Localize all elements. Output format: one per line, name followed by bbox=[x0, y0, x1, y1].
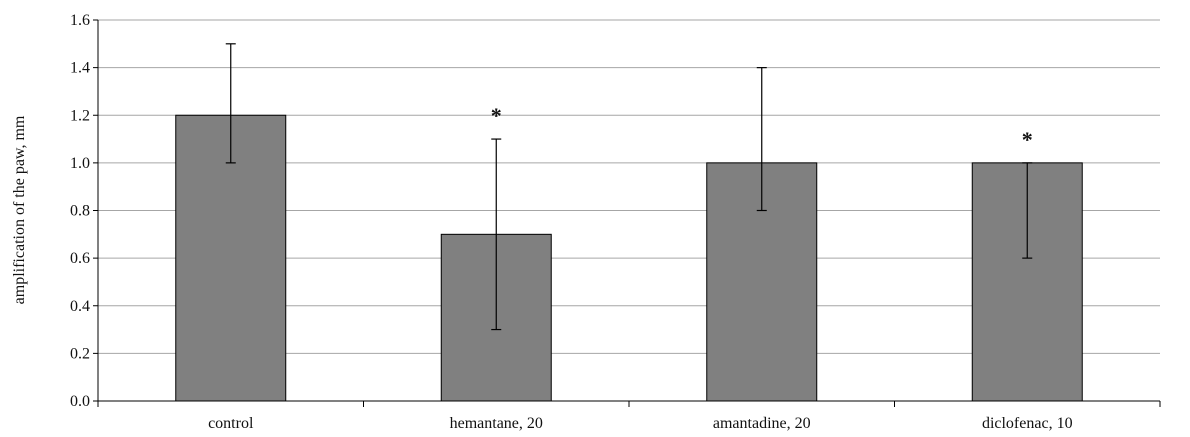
y-tick-label: 1.6 bbox=[70, 12, 90, 29]
x-tick-label: diclofenac, 10 bbox=[982, 415, 1073, 432]
error-bars bbox=[225, 43, 1033, 331]
bar-3 bbox=[971, 162, 1083, 402]
x-tick-label: amantadine, 20 bbox=[713, 415, 811, 432]
x-tick-label: control bbox=[208, 415, 254, 432]
y-tick-label: 0.8 bbox=[70, 203, 90, 220]
y-axis-title: amplification of the paw, mm bbox=[11, 115, 28, 304]
significance-mark-3: * bbox=[1022, 127, 1033, 152]
significance-mark-1: * bbox=[491, 103, 502, 128]
significance-marks: ** bbox=[491, 103, 1033, 152]
y-tick-label: 1.2 bbox=[70, 107, 90, 124]
x-tick-label: hemantane, 20 bbox=[450, 415, 543, 432]
y-tick-label: 0.4 bbox=[70, 298, 90, 315]
tick-labels: 0.0 0.2 0.4 0.6 0.8 1.0 1.2 1.4 1.6 control hemant… bbox=[70, 12, 1073, 432]
axes bbox=[93, 19, 1161, 407]
y-tick-label: 0.6 bbox=[70, 250, 90, 267]
y-tick-label: 1.0 bbox=[70, 155, 90, 172]
y-tick-label: 0.2 bbox=[70, 345, 90, 362]
y-tick-label: 1.4 bbox=[70, 60, 90, 77]
y-tick-label: 0.0 bbox=[70, 393, 90, 410]
